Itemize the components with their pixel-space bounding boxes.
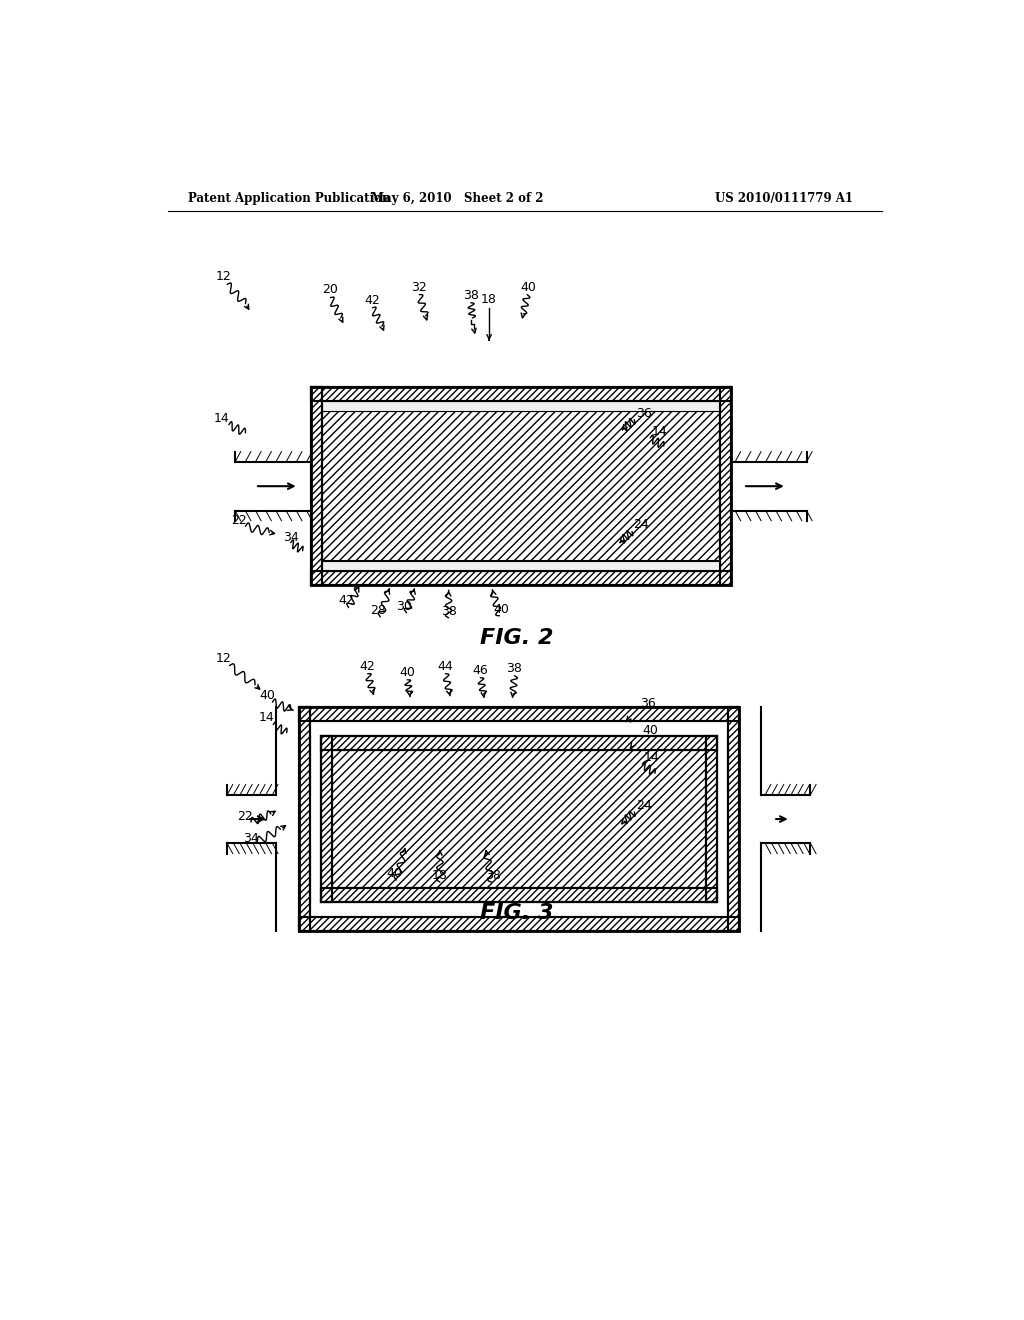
Bar [321,735,717,903]
Bar [310,572,731,585]
Text: 14: 14 [259,711,274,725]
Text: 46: 46 [472,664,488,677]
Text: 40: 40 [259,689,274,702]
Bar [720,387,731,585]
Text: 42: 42 [338,594,354,607]
Text: 22: 22 [238,810,253,824]
Bar [728,708,739,931]
Text: 24: 24 [634,519,649,532]
Bar [321,888,717,903]
Text: 24: 24 [636,799,651,812]
Text: 20: 20 [323,282,338,296]
Text: FIG. 3: FIG. 3 [480,903,554,923]
Bar [310,387,322,585]
Bar [299,708,309,931]
Text: 34: 34 [284,531,299,544]
Bar [728,708,739,931]
Text: 36: 36 [640,697,655,710]
Bar [299,708,739,722]
Bar [706,735,717,903]
Bar [321,735,332,903]
Text: 22: 22 [231,515,247,527]
Bar [321,735,717,750]
Text: 38: 38 [485,869,501,882]
Bar [310,387,322,585]
Text: 38: 38 [507,661,522,675]
Bar [321,735,717,750]
Bar [332,750,706,888]
Text: US 2010/0111779 A1: US 2010/0111779 A1 [715,191,853,205]
Text: 42: 42 [365,294,380,306]
Text: 34: 34 [243,833,259,845]
Bar [322,401,720,412]
Bar [299,916,739,931]
Text: 32: 32 [412,281,427,293]
Bar [720,387,731,585]
Text: 14: 14 [644,751,659,764]
Text: 40: 40 [493,603,509,615]
Text: 14: 14 [214,412,229,425]
Bar [310,387,731,585]
Bar [310,387,731,401]
Bar [310,572,731,585]
Text: Patent Application Publication: Patent Application Publication [187,191,390,205]
Bar [322,412,720,561]
Bar [299,916,739,931]
Text: 36: 36 [636,407,651,420]
Text: FIG. 2: FIG. 2 [480,628,554,648]
Text: 12: 12 [215,271,231,284]
Text: 42: 42 [359,660,376,673]
Text: 40: 40 [399,665,416,678]
Text: 40: 40 [521,281,537,293]
Text: 38: 38 [463,289,479,302]
Bar [706,735,717,903]
Bar [321,735,332,903]
Bar [321,888,717,903]
Text: 44: 44 [437,660,454,673]
Text: 28: 28 [370,603,386,616]
Bar [299,708,739,931]
Text: 18: 18 [432,869,447,882]
Bar [322,561,720,572]
Bar [299,708,309,931]
Text: 38: 38 [440,605,457,618]
Text: 14: 14 [652,425,668,438]
Bar [299,708,739,722]
Text: 40: 40 [386,867,401,880]
Bar [310,387,731,401]
Text: May 6, 2010   Sheet 2 of 2: May 6, 2010 Sheet 2 of 2 [371,191,544,205]
Text: 12: 12 [215,652,231,664]
Text: 40: 40 [642,723,658,737]
Text: 18: 18 [481,293,497,306]
Text: 30: 30 [396,599,412,612]
